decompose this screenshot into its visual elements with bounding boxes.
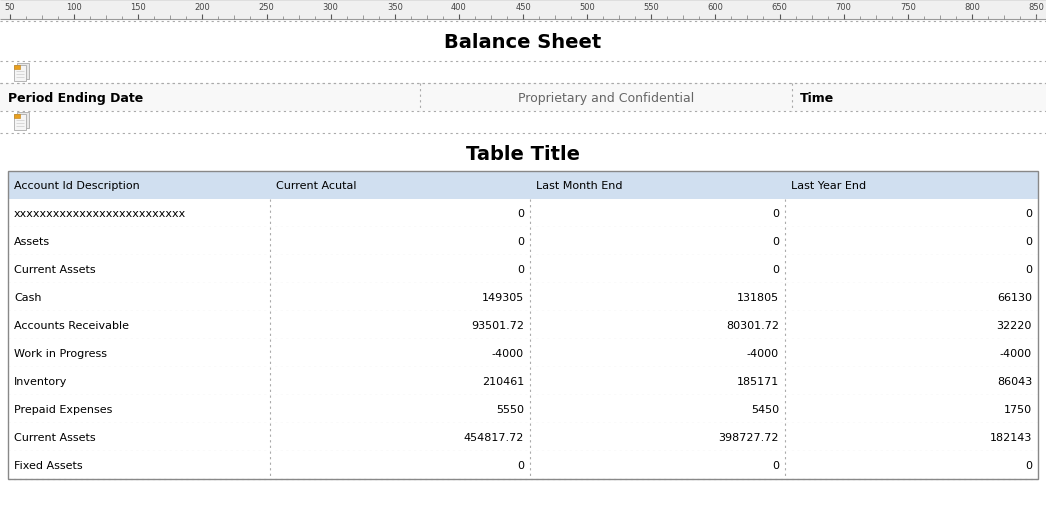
Text: 200: 200 (195, 3, 210, 12)
Text: Fixed Assets: Fixed Assets (14, 460, 83, 470)
Text: Assets: Assets (14, 236, 50, 246)
Text: 450: 450 (515, 3, 531, 12)
Bar (8, 199, 1038, 228)
Text: 700: 700 (836, 3, 851, 12)
Text: xxxxxxxxxxxxxxxxxxxxxxxxxx: xxxxxxxxxxxxxxxxxxxxxxxxxx (14, 209, 186, 219)
Bar (0, 136, 1046, 172)
Bar (14, 115, 26, 131)
Bar (0, 20, 1046, 23)
Text: Cash: Cash (14, 292, 42, 302)
Text: -4000: -4000 (1000, 348, 1032, 358)
Bar (8, 339, 1038, 367)
Bar (0, 62, 1046, 84)
Text: 250: 250 (258, 3, 274, 12)
Text: Prepaid Expenses: Prepaid Expenses (14, 404, 112, 414)
Text: Account Id Description: Account Id Description (14, 181, 140, 190)
Text: 350: 350 (387, 3, 403, 12)
Bar (8, 172, 1038, 199)
Bar (8, 283, 1038, 312)
Text: -4000: -4000 (492, 348, 524, 358)
Text: 300: 300 (322, 3, 339, 12)
Text: 1750: 1750 (1004, 404, 1032, 414)
Text: 0: 0 (1025, 236, 1032, 246)
Bar (14, 66, 20, 70)
Bar (17, 113, 29, 129)
Bar (8, 395, 1038, 423)
Text: 131805: 131805 (736, 292, 779, 302)
Bar (8, 451, 1038, 479)
Text: Accounts Receivable: Accounts Receivable (14, 320, 129, 330)
Text: 454817.72: 454817.72 (463, 432, 524, 442)
Text: 185171: 185171 (736, 376, 779, 386)
Text: 600: 600 (707, 3, 724, 12)
Text: Current Assets: Current Assets (14, 265, 95, 274)
Text: 400: 400 (451, 3, 467, 12)
Text: 750: 750 (900, 3, 915, 12)
Text: 5550: 5550 (496, 404, 524, 414)
Text: 66130: 66130 (997, 292, 1032, 302)
Text: Last Year End: Last Year End (791, 181, 866, 190)
Text: 800: 800 (964, 3, 980, 12)
Text: 5450: 5450 (751, 404, 779, 414)
Text: Proprietary and Confidential: Proprietary and Confidential (518, 91, 695, 105)
Text: 0: 0 (517, 236, 524, 246)
Text: 100: 100 (66, 3, 82, 12)
Text: 500: 500 (579, 3, 595, 12)
Text: 32220: 32220 (997, 320, 1032, 330)
Text: 0: 0 (1025, 460, 1032, 470)
Text: Table Title: Table Title (467, 144, 579, 163)
Text: 0: 0 (1025, 209, 1032, 219)
Bar (0, 0, 1046, 20)
Text: 550: 550 (643, 3, 659, 12)
Text: 0: 0 (1025, 265, 1032, 274)
Text: Current Assets: Current Assets (14, 432, 95, 442)
Text: 182143: 182143 (990, 432, 1032, 442)
Bar (8, 367, 1038, 395)
Bar (14, 66, 26, 82)
Text: Work in Progress: Work in Progress (14, 348, 107, 358)
Text: Last Month End: Last Month End (536, 181, 622, 190)
Bar (8, 312, 1038, 339)
Text: 86043: 86043 (997, 376, 1032, 386)
Bar (8, 256, 1038, 283)
Text: 850: 850 (1028, 3, 1044, 12)
Text: 50: 50 (5, 3, 16, 12)
Text: 210461: 210461 (482, 376, 524, 386)
Text: Balance Sheet: Balance Sheet (445, 32, 601, 52)
Text: Period Ending Date: Period Ending Date (8, 91, 143, 105)
Text: 149305: 149305 (482, 292, 524, 302)
Bar (8, 228, 1038, 256)
Bar (0, 112, 1046, 134)
Bar (8, 172, 1038, 479)
Text: Inventory: Inventory (14, 376, 67, 386)
Text: 80301.72: 80301.72 (726, 320, 779, 330)
Bar (17, 64, 29, 80)
Text: Time: Time (800, 91, 835, 105)
Text: 0: 0 (772, 265, 779, 274)
Text: 650: 650 (772, 3, 788, 12)
Bar (8, 423, 1038, 451)
Text: Current Acutal: Current Acutal (276, 181, 357, 190)
Text: 0: 0 (772, 460, 779, 470)
Bar (14, 115, 20, 119)
Bar (0, 84, 1046, 112)
Text: 0: 0 (517, 265, 524, 274)
Text: 93501.72: 93501.72 (471, 320, 524, 330)
Text: -4000: -4000 (747, 348, 779, 358)
Text: 150: 150 (131, 3, 146, 12)
Text: 0: 0 (517, 460, 524, 470)
Bar (0, 22, 1046, 62)
Text: 0: 0 (772, 209, 779, 219)
Text: 0: 0 (517, 209, 524, 219)
Text: 0: 0 (772, 236, 779, 246)
Text: 398727.72: 398727.72 (719, 432, 779, 442)
